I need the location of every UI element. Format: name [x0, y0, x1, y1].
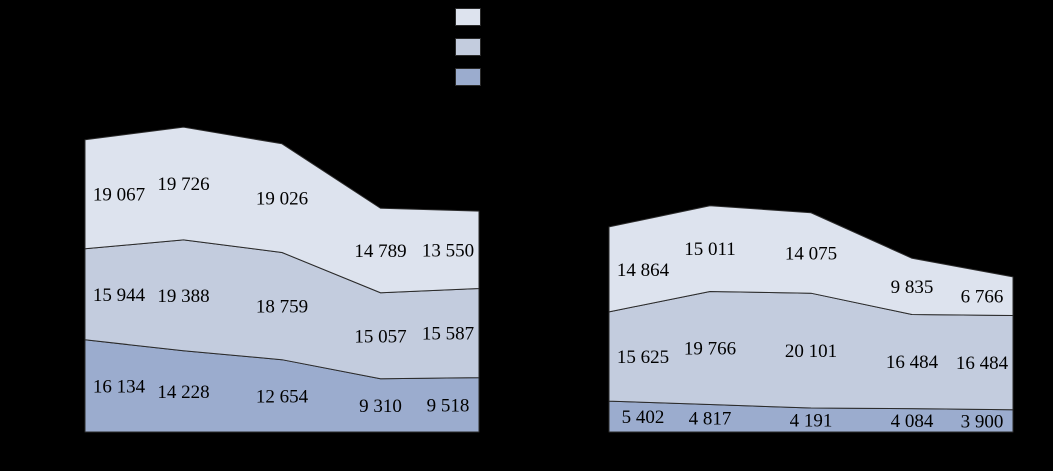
legend-swatch-medium	[455, 38, 481, 56]
chart-1-label-middle-2: 19 388	[157, 286, 209, 307]
chart-1-label-bottom-4: 9 310	[359, 396, 402, 417]
chart-1-label-middle-1: 15 944	[93, 285, 146, 306]
chart-2-label-bottom-3: 4 191	[790, 411, 833, 432]
chart-1-label-bottom-1: 16 134	[93, 376, 146, 397]
chart-2-label-middle-1: 15 625	[617, 347, 669, 368]
chart-1-label-top-5: 13 550	[422, 240, 474, 261]
chart-2-label-middle-2: 19 766	[684, 339, 736, 360]
chart-2-label-middle-4: 16 484	[886, 352, 939, 373]
chart-2-label-top-4: 9 835	[891, 277, 934, 298]
chart-2-label-top-2: 15 011	[684, 239, 736, 260]
chart-1-label-middle-5: 15 587	[422, 324, 474, 345]
chart-2-label-bottom-2: 4 817	[689, 409, 732, 430]
chart-2-label-top-5: 6 766	[961, 287, 1004, 308]
chart-2-label-bottom-4: 4 084	[891, 411, 934, 432]
chart-1-label-top-3: 19 026	[256, 189, 308, 210]
chart-2-label-bottom-5: 3 900	[961, 411, 1004, 432]
chart-1-label-bottom-3: 12 654	[256, 386, 309, 407]
chart-2-label-middle-3: 20 101	[785, 341, 837, 362]
chart-1-area-top	[84, 126, 480, 294]
chart-1-label-bottom-5: 9 518	[427, 395, 470, 416]
chart-2-label-middle-5: 16 484	[956, 353, 1009, 374]
chart-1-label-middle-4: 15 057	[354, 326, 406, 347]
legend-swatch-dark	[455, 68, 481, 86]
legend-swatch-light	[455, 8, 481, 26]
chart-1-label-top-1: 19 067	[93, 185, 145, 206]
chart-1-label-top-4: 14 789	[354, 241, 406, 262]
chart-1-label-middle-3: 18 759	[256, 297, 308, 318]
legend	[455, 8, 481, 98]
chart-2-label-top-3: 14 075	[785, 243, 837, 264]
chart-2-label-top-1: 14 864	[617, 260, 670, 281]
chart-1-label-bottom-2: 14 228	[157, 382, 209, 403]
chart-2-label-bottom-1: 5 402	[622, 407, 665, 428]
chart-1-label-top-2: 19 726	[157, 174, 209, 195]
chart-2-area-top	[608, 205, 1014, 317]
